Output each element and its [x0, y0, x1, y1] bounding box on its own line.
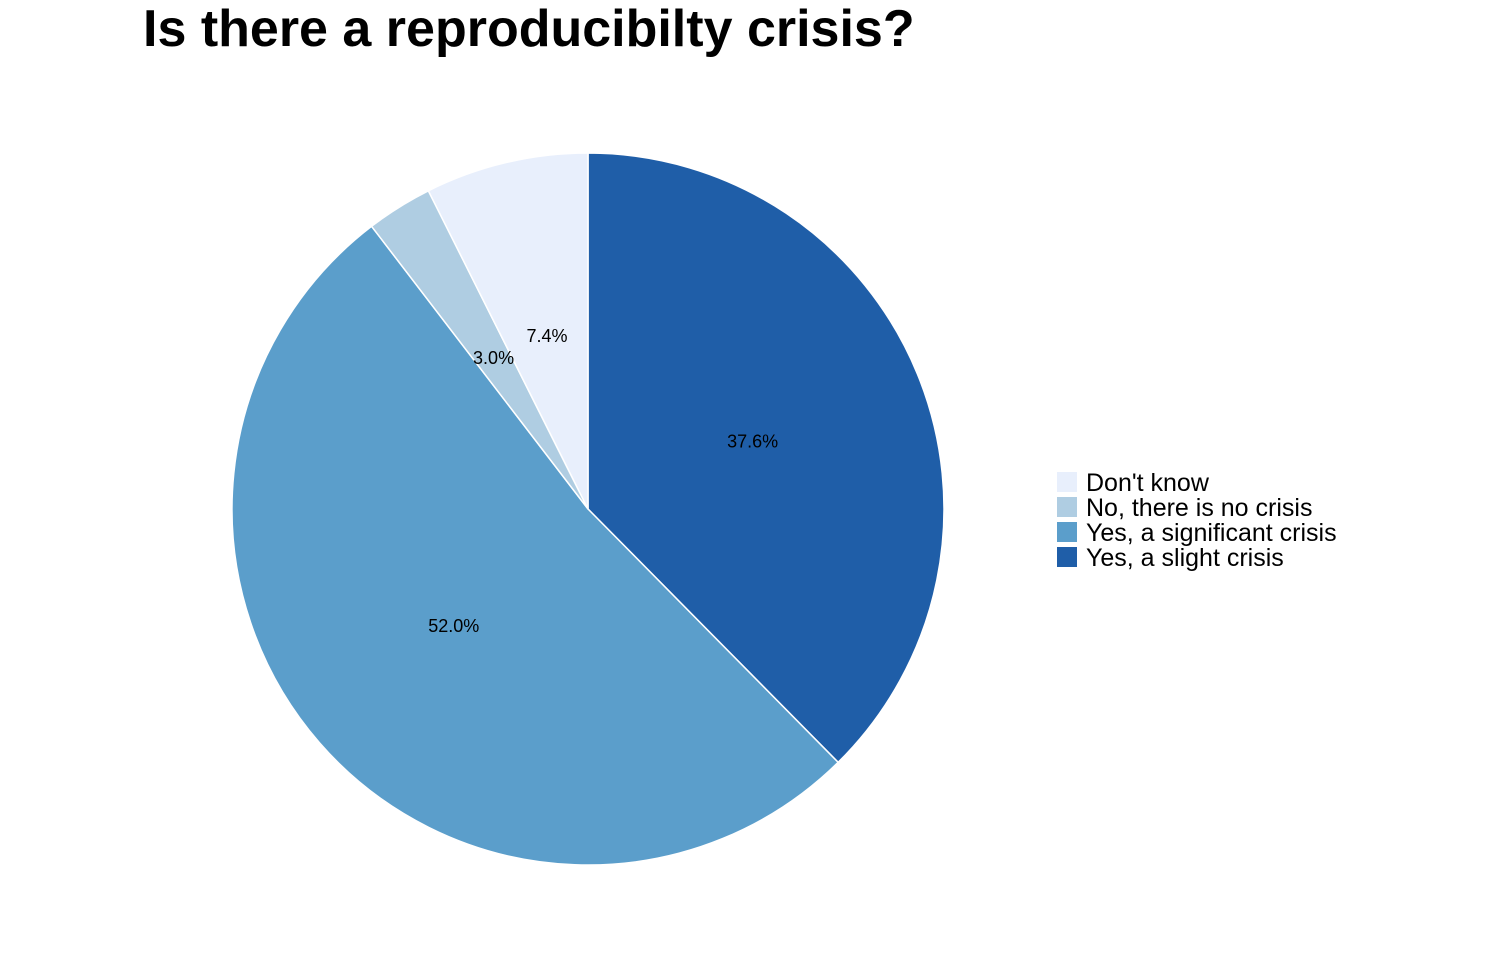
slice-label-yes-a-slight-crisis: 37.6%: [727, 431, 778, 451]
legend-label-yes-a-slight-crisis: Yes, a slight crisis: [1086, 544, 1284, 572]
pie-slice-don-t-know: [427, 152, 589, 510]
slice-label-no-there-is-no-crisis: 3.0%: [473, 348, 514, 368]
pie-slice-yes-a-significant-crisis: [231, 225, 840, 866]
legend-swatch-don-t-know: [1057, 472, 1077, 492]
pie-slice-labels: 37.6% 52.0% 3.0% 7.4%: [428, 326, 778, 636]
slice-label-yes-a-significant-crisis: 52.0%: [428, 616, 479, 636]
pie-slices: [231, 152, 945, 866]
legend-swatch-yes-a-slight-crisis: [1057, 547, 1077, 567]
legend-swatch-yes-a-significant-crisis: [1057, 522, 1077, 542]
chart-title: Is there a reproducibilty crisis?: [143, 0, 915, 58]
slice-label-don-t-know: 7.4%: [526, 326, 567, 346]
pie-slice-yes-a-slight-crisis: [587, 152, 945, 764]
legend-label-no-there-is-no-crisis: No, there is no crisis: [1086, 494, 1312, 522]
legend-label-yes-a-significant-crisis: Yes, a significant crisis: [1086, 519, 1337, 547]
legend-swatch-no-there-is-no-crisis: [1057, 497, 1077, 517]
legend-label-don-t-know: Don't know: [1086, 469, 1210, 497]
